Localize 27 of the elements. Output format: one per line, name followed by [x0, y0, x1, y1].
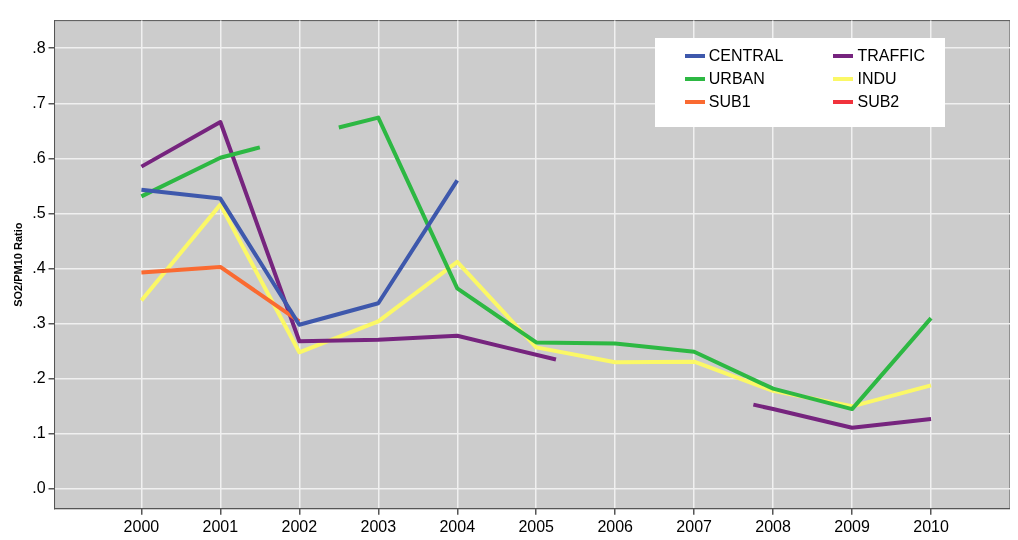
y-tick-label: .0 [32, 479, 46, 497]
y-tick-label: .5 [32, 203, 46, 221]
y-tick-label: .8 [32, 38, 46, 56]
x-tick-label: 2004 [439, 517, 476, 535]
x-tick-label: 2007 [676, 517, 713, 535]
x-tick-label: 2010 [913, 517, 949, 535]
x-tick-label: 2008 [755, 517, 792, 535]
y-axis-title: SO2/PM10 Ratio [11, 222, 24, 307]
legend-label: SUB2 [857, 92, 900, 111]
y-tick-label: .4 [32, 258, 46, 276]
x-tick-label: 2001 [202, 517, 239, 535]
legend-label: URBAN [708, 69, 765, 88]
legend-label: INDU [857, 69, 897, 88]
legend-label: CENTRAL [708, 46, 784, 65]
y-tick-label: .7 [32, 93, 46, 111]
x-tick-label: 2006 [597, 517, 634, 535]
legend-label: SUB1 [708, 92, 751, 111]
x-tick-label: 2003 [360, 517, 397, 535]
x-tick-label: 2009 [834, 517, 870, 535]
y-tick-label: .3 [32, 314, 46, 332]
x-tick-label: 2000 [123, 517, 160, 535]
legend-label: TRAFFIC [857, 46, 925, 65]
y-tick-label: .6 [32, 148, 46, 166]
x-tick-label: 2005 [518, 517, 555, 535]
y-tick-label: .1 [32, 424, 46, 442]
y-tick-label: .2 [32, 369, 46, 387]
x-tick-label: 2002 [281, 517, 318, 535]
